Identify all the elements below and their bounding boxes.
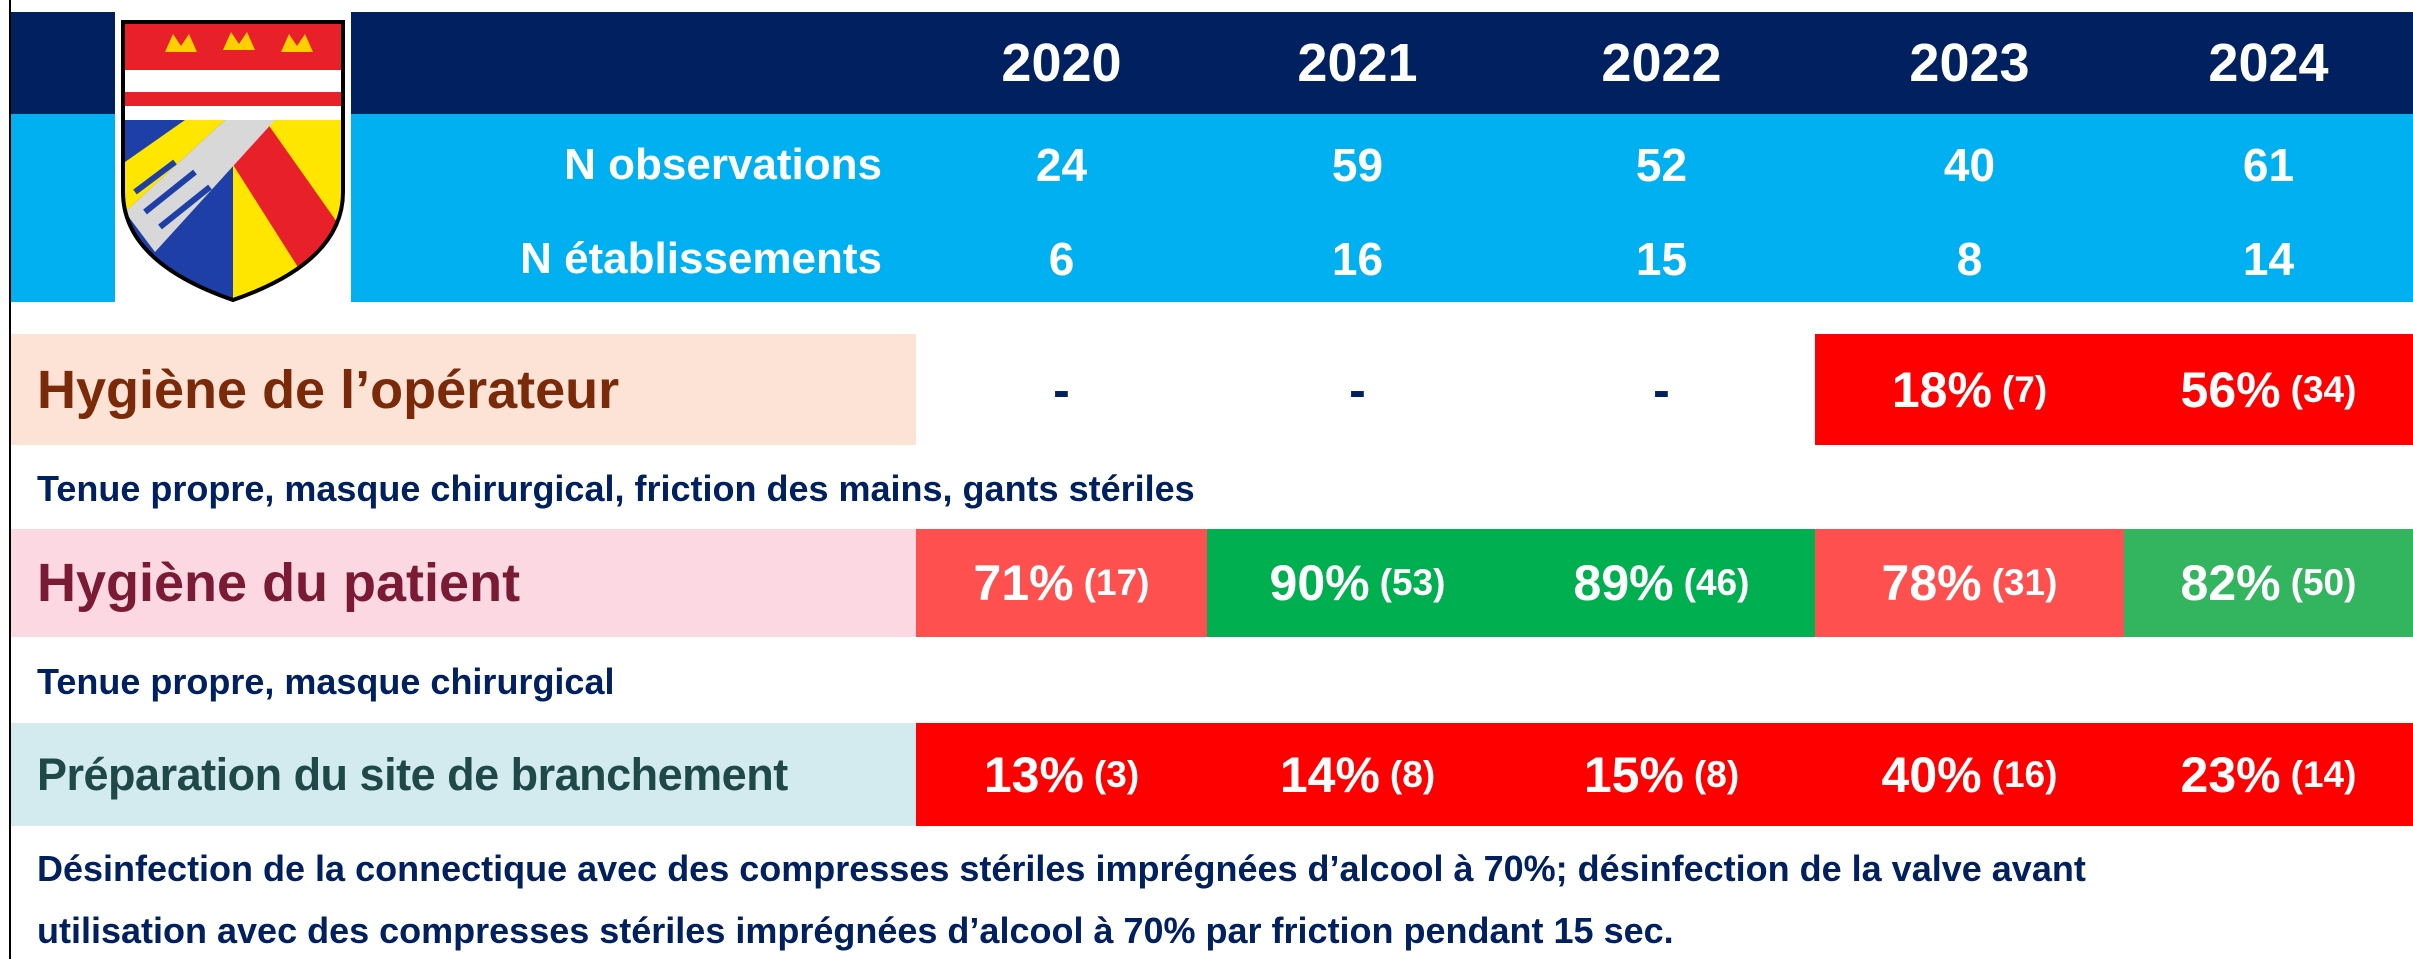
summary-label: N observations bbox=[564, 140, 882, 189]
percentage: 89% bbox=[1573, 555, 1674, 611]
result-cell: 13% (3) bbox=[916, 723, 1207, 826]
summary-value: 15 bbox=[1635, 233, 1688, 285]
summary-value: 8 bbox=[1956, 233, 1983, 285]
section-description: Tenue propre, masque chirurgical, fricti… bbox=[37, 468, 1195, 509]
percentage: 14% bbox=[1279, 746, 1380, 803]
summary-value: 6 bbox=[1048, 233, 1075, 285]
year-header: 2024 bbox=[2208, 33, 2329, 93]
percentage: 82% bbox=[2180, 555, 2281, 611]
empty-cell: - bbox=[1653, 361, 1670, 418]
year-header: 2022 bbox=[1601, 33, 1722, 93]
header-bar bbox=[11, 12, 2413, 114]
result-cell: 82% (50) bbox=[2124, 529, 2413, 637]
summary-label: N établissements bbox=[520, 234, 882, 283]
count: (17) bbox=[1083, 562, 1150, 603]
section-title: Préparation du site de branchement bbox=[11, 723, 916, 826]
percentage: 18% bbox=[1891, 361, 1992, 418]
left-border bbox=[0, 0, 11, 959]
count: (53) bbox=[1379, 562, 1446, 603]
result-cell: 56% (34) bbox=[2124, 334, 2413, 445]
percentage: 15% bbox=[1583, 746, 1684, 803]
summary-value: 24 bbox=[1035, 139, 1088, 191]
count: (34) bbox=[2290, 368, 2357, 410]
percentage: 13% bbox=[983, 746, 1084, 803]
count: (8) bbox=[1693, 753, 1740, 795]
count: (16) bbox=[1991, 753, 2058, 795]
section-title: Hygiène du patient bbox=[11, 529, 916, 637]
summary-value: 14 bbox=[2242, 233, 2295, 285]
percentage: 71% bbox=[973, 555, 1074, 611]
count: (3) bbox=[1093, 753, 1140, 795]
section-description: Désinfection de la connectique avec des … bbox=[37, 848, 2086, 889]
percentage: 78% bbox=[1881, 555, 1982, 611]
summary-value: 16 bbox=[1331, 233, 1384, 285]
count: (46) bbox=[1683, 562, 1750, 603]
percentage: 56% bbox=[2180, 361, 2281, 418]
result-cell: 23% (14) bbox=[2124, 723, 2413, 826]
result-cell: 89% (46) bbox=[1508, 529, 1815, 637]
section-description: utilisation avec des compresses stériles… bbox=[37, 910, 1674, 951]
count: (14) bbox=[2290, 753, 2357, 795]
summary-band bbox=[11, 114, 2413, 302]
summary-value: 61 bbox=[2242, 139, 2295, 191]
result-cell: 14% (8) bbox=[1207, 723, 1508, 826]
coat-of-arms bbox=[121, 20, 345, 303]
empty-cell: - bbox=[1053, 361, 1070, 418]
result-cell: 15% (8) bbox=[1508, 723, 1815, 826]
year-header: 2020 bbox=[1001, 33, 1122, 93]
count: (50) bbox=[2290, 562, 2357, 603]
year-header: 2023 bbox=[1909, 33, 2030, 93]
logo bbox=[115, 12, 351, 303]
summary-value: 40 bbox=[1943, 139, 1996, 191]
summary-value: 59 bbox=[1331, 139, 1384, 191]
result-cell: 40% (16) bbox=[1815, 723, 2124, 826]
result-cell: 90% (53) bbox=[1207, 529, 1508, 637]
result-cell: 71% (17) bbox=[916, 529, 1207, 637]
section-title: Hygiène de l’opérateur bbox=[11, 334, 916, 445]
empty-cell: - bbox=[1349, 361, 1366, 418]
year-header: 2021 bbox=[1297, 33, 1418, 93]
result-cell: 78% (31) bbox=[1815, 529, 2124, 637]
section-description: Tenue propre, masque chirurgical bbox=[37, 661, 615, 702]
count: (7) bbox=[2001, 368, 2048, 410]
count: (8) bbox=[1389, 753, 1436, 795]
result-cell: 18% (7) bbox=[1815, 334, 2124, 445]
percentage: 90% bbox=[1269, 555, 1370, 611]
summary-value: 52 bbox=[1635, 139, 1688, 191]
percentage: 23% bbox=[2180, 746, 2281, 803]
percentage: 40% bbox=[1881, 746, 1982, 803]
count: (31) bbox=[1991, 562, 2058, 603]
